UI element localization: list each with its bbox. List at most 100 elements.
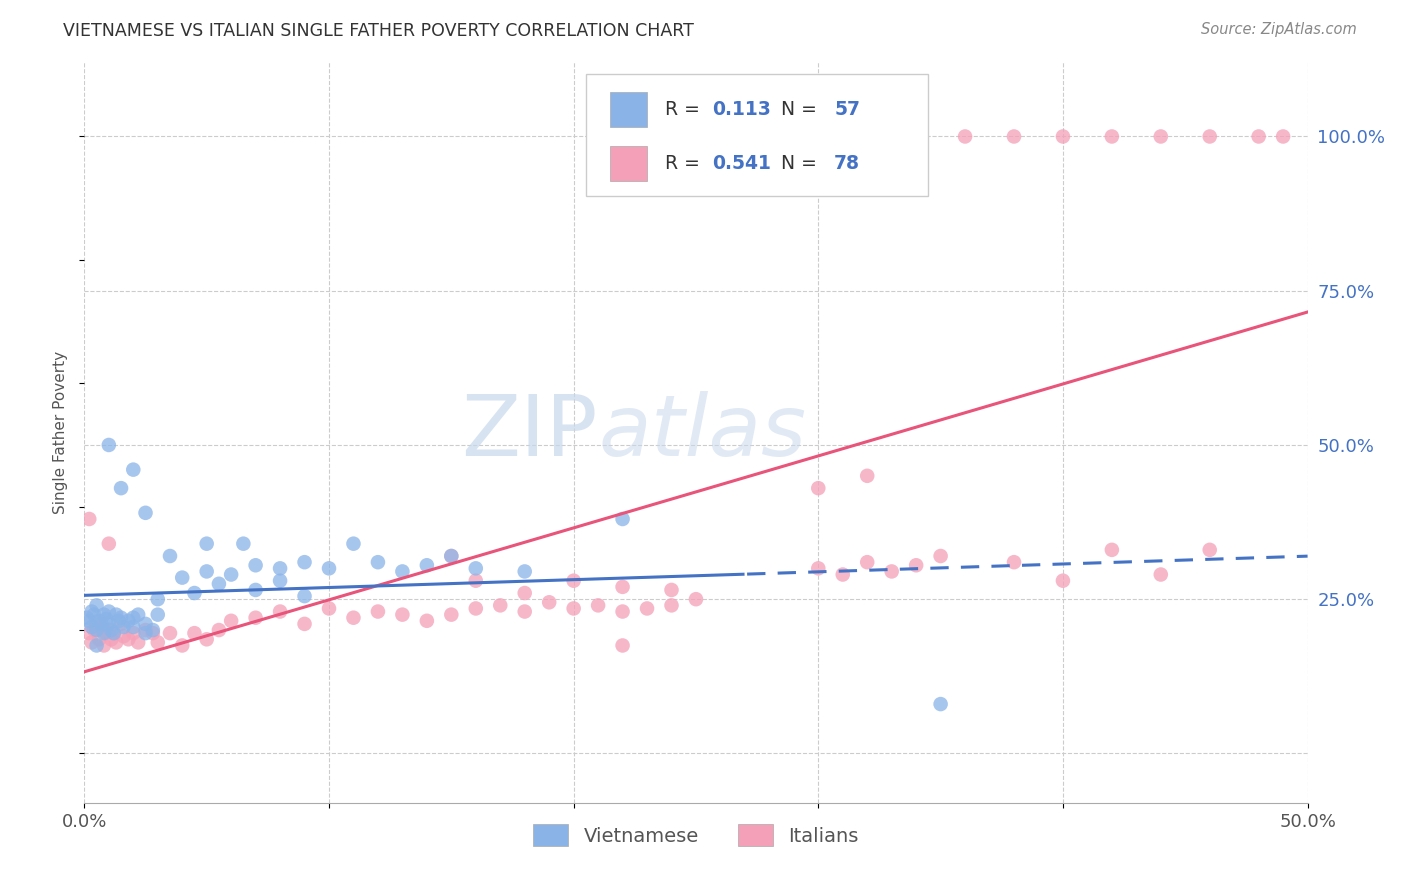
Point bbox=[159, 549, 181, 563]
Point bbox=[1101, 542, 1123, 557]
Point bbox=[135, 506, 157, 520]
Point bbox=[929, 549, 952, 563]
Point bbox=[172, 639, 194, 653]
Point bbox=[636, 601, 658, 615]
Point bbox=[135, 626, 157, 640]
Point bbox=[513, 565, 536, 579]
Point bbox=[905, 129, 928, 144]
Point bbox=[1272, 129, 1295, 144]
Point bbox=[1002, 555, 1025, 569]
Point bbox=[953, 129, 976, 144]
Point bbox=[612, 512, 634, 526]
Point bbox=[122, 626, 145, 640]
Point bbox=[1198, 542, 1220, 557]
Point bbox=[1101, 129, 1123, 144]
Point bbox=[96, 612, 118, 626]
Point bbox=[562, 601, 585, 615]
Point bbox=[83, 623, 105, 637]
Point bbox=[195, 632, 218, 647]
Point bbox=[807, 481, 830, 495]
Point bbox=[1198, 129, 1220, 144]
Point bbox=[342, 536, 364, 550]
Point bbox=[318, 601, 340, 615]
Point bbox=[440, 607, 463, 622]
Point bbox=[416, 558, 439, 573]
Point bbox=[122, 620, 145, 634]
Point bbox=[661, 599, 683, 613]
Legend: Vietnamese, Italians: Vietnamese, Italians bbox=[523, 814, 869, 856]
Point bbox=[110, 481, 132, 495]
Point bbox=[612, 639, 634, 653]
Point bbox=[929, 697, 952, 711]
Point bbox=[135, 616, 157, 631]
Point bbox=[269, 574, 291, 588]
Point bbox=[464, 561, 486, 575]
Point bbox=[464, 574, 486, 588]
Text: N =: N = bbox=[769, 153, 824, 173]
Point bbox=[80, 635, 103, 649]
Point bbox=[183, 586, 205, 600]
Point bbox=[86, 599, 108, 613]
Point bbox=[318, 561, 340, 575]
Point bbox=[90, 620, 112, 634]
Point bbox=[661, 582, 683, 597]
Point bbox=[93, 639, 115, 653]
Point bbox=[122, 611, 145, 625]
Point bbox=[100, 623, 122, 637]
Point bbox=[513, 605, 536, 619]
Point bbox=[367, 555, 389, 569]
Point bbox=[117, 614, 139, 628]
Point bbox=[146, 635, 169, 649]
Point bbox=[86, 616, 108, 631]
Point bbox=[489, 599, 512, 613]
Point bbox=[391, 565, 413, 579]
Point bbox=[416, 614, 439, 628]
Point bbox=[269, 605, 291, 619]
Point bbox=[294, 555, 316, 569]
Point bbox=[391, 607, 413, 622]
Point bbox=[856, 555, 879, 569]
Point bbox=[90, 616, 112, 631]
Point bbox=[294, 589, 316, 603]
Point bbox=[100, 632, 122, 647]
Point bbox=[97, 536, 120, 550]
Point bbox=[93, 607, 115, 622]
Text: 0.541: 0.541 bbox=[711, 153, 770, 173]
FancyBboxPatch shape bbox=[610, 146, 647, 180]
Point bbox=[208, 576, 231, 591]
Point bbox=[110, 616, 132, 631]
Point bbox=[93, 626, 115, 640]
Point bbox=[1002, 129, 1025, 144]
Text: Source: ZipAtlas.com: Source: ZipAtlas.com bbox=[1201, 22, 1357, 37]
Point bbox=[80, 620, 103, 634]
Point bbox=[105, 607, 128, 622]
Point bbox=[245, 558, 267, 573]
Point bbox=[112, 629, 135, 643]
Point bbox=[1052, 129, 1074, 144]
Point bbox=[103, 626, 125, 640]
Point bbox=[103, 626, 125, 640]
Point bbox=[87, 614, 110, 628]
Point bbox=[135, 623, 157, 637]
Point bbox=[807, 561, 830, 575]
Point bbox=[97, 623, 120, 637]
Point bbox=[367, 605, 389, 619]
Point bbox=[538, 595, 561, 609]
Point bbox=[905, 558, 928, 573]
Text: R =: R = bbox=[665, 153, 706, 173]
Point bbox=[269, 561, 291, 575]
Point bbox=[440, 549, 463, 563]
Text: N =: N = bbox=[769, 100, 824, 119]
Point bbox=[172, 571, 194, 585]
Point bbox=[142, 626, 165, 640]
Point bbox=[80, 605, 103, 619]
Point bbox=[142, 623, 165, 637]
Point bbox=[831, 567, 853, 582]
Point bbox=[513, 586, 536, 600]
FancyBboxPatch shape bbox=[586, 73, 928, 195]
Point bbox=[294, 616, 316, 631]
Point bbox=[219, 567, 242, 582]
Text: 57: 57 bbox=[834, 100, 860, 119]
Point bbox=[342, 611, 364, 625]
Point bbox=[77, 626, 100, 640]
